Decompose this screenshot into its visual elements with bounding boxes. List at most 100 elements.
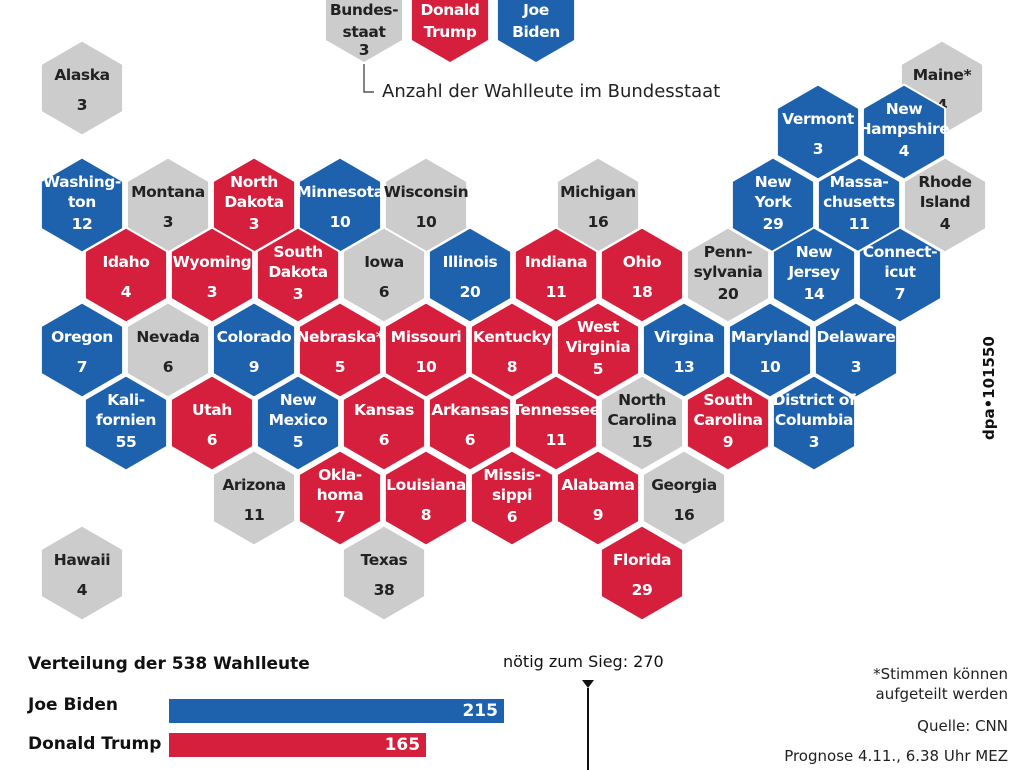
state-name: Missis-	[483, 466, 540, 484]
state-hex	[599, 374, 685, 472]
state-ohio: Ohio 18	[599, 226, 685, 324]
state-votes: 16	[674, 506, 695, 524]
state-name: Texas	[361, 551, 408, 569]
state-name: Nebraska*	[296, 328, 383, 346]
state-votes: 4	[940, 215, 951, 233]
state-name: Kali-	[107, 391, 145, 409]
state-hawaii: Hawaii 4	[39, 524, 125, 622]
state-hex	[39, 524, 125, 622]
state-name: York	[754, 193, 793, 211]
legend-hex	[411, 0, 489, 62]
state-name: Jersey	[787, 263, 840, 281]
state-votes: 29	[763, 215, 784, 233]
state-district-of-columbia: District of Columbia 3	[771, 374, 857, 472]
state-votes: 11	[244, 506, 265, 524]
state-name: Iowa	[364, 253, 404, 271]
state-name: North	[230, 173, 278, 191]
needed-to-win-line	[587, 688, 589, 770]
state-north-dakota: North Dakota 3	[211, 156, 297, 254]
state-hex	[255, 374, 341, 472]
state-name: ton	[68, 193, 96, 211]
state-name: Kansas	[354, 401, 414, 419]
state-hex	[555, 449, 641, 547]
state-votes: 10	[416, 358, 437, 376]
needed-to-win-label: nötig zum Sieg: 270	[503, 652, 664, 671]
state-hex	[83, 226, 169, 324]
state-hex	[341, 226, 427, 324]
state-votes: 16	[588, 213, 609, 231]
forecast-note: Prognose 4.11., 6.38 Uhr MEZ	[784, 747, 1008, 765]
state-votes: 55	[116, 433, 137, 451]
state-votes: 8	[507, 358, 517, 376]
state-idaho: Idaho 4	[83, 226, 169, 324]
state-votes: 9	[249, 358, 259, 376]
state-votes: 3	[809, 433, 819, 451]
state-hex	[469, 301, 555, 399]
state-name: District of	[773, 391, 856, 409]
state-votes: 10	[416, 213, 437, 231]
legend-label: staat	[343, 23, 387, 41]
state-name: Rhode	[918, 173, 971, 191]
state-north-carolina: North Carolina 15	[599, 374, 685, 472]
state-votes: 6	[379, 283, 389, 301]
state-hex	[513, 226, 599, 324]
state-hex	[169, 226, 255, 324]
legend-trump: Donald Trump	[411, 0, 489, 62]
state-hexes: Alaska 3 Maine* 4 Vermont 3 New Hampshire 4 Washi…	[39, 39, 988, 622]
state-name: chusetts	[823, 193, 895, 211]
state-massa-chusetts: Massa-chusetts 11	[816, 156, 902, 254]
state-name: Carolina	[607, 411, 676, 429]
state-hex	[341, 524, 427, 622]
footnote-split: *Stimmen können aufgeteilt werden	[873, 664, 1008, 704]
state-name: Georgia	[651, 476, 717, 494]
state-missis-sippi: Missis-sippi 6	[469, 449, 555, 547]
state-votes: 20	[718, 285, 739, 303]
footnote-split-line-2: aufgeteilt werden	[875, 685, 1008, 703]
state-name: Kentucky	[473, 328, 551, 346]
state-votes: 7	[77, 358, 87, 376]
state-name: Wisconsin	[384, 183, 468, 201]
state-votes: 3	[293, 285, 303, 303]
state-name: Delaware	[817, 328, 896, 346]
legend-biden: Joe Biden	[497, 0, 575, 62]
state-name: Maine*	[913, 66, 972, 84]
state-new-hampshire: New Hampshire 4	[859, 83, 950, 181]
state-votes: 12	[72, 215, 93, 233]
state-name: Hawaii	[54, 551, 111, 569]
state-hex	[775, 83, 861, 181]
state-hex	[297, 449, 383, 547]
state-votes: 29	[632, 581, 653, 599]
state-kentucky: Kentucky 8	[469, 301, 555, 399]
state-delaware: Delaware 3	[813, 301, 899, 399]
state-alaska: Alaska 3	[39, 39, 125, 137]
trump-votes: 165	[384, 735, 421, 755]
state-name: North	[618, 391, 666, 409]
state-votes: 18	[632, 283, 653, 301]
state-south-carolina: South Carolina 9	[685, 374, 771, 472]
state-hex	[555, 301, 641, 399]
state-name: Hampshire	[859, 120, 950, 138]
state-votes: 3	[813, 140, 823, 158]
state-votes: 11	[849, 215, 870, 233]
state-votes: 5	[293, 433, 303, 451]
state-name: Arizona	[222, 476, 285, 494]
state-name: New	[796, 243, 833, 261]
state-name: Virginia	[566, 338, 631, 356]
state-hex	[861, 83, 947, 181]
state-name: New	[280, 391, 317, 409]
state-new-jersey: New Jersey 14	[771, 226, 857, 324]
state-name: Nevada	[136, 328, 199, 346]
state-name: New	[886, 100, 923, 118]
state-name: Connect-	[863, 243, 937, 261]
state-votes: 10	[760, 358, 781, 376]
state-votes: 7	[895, 285, 905, 303]
state-washing-ton: Washing-ton 12	[39, 156, 125, 254]
state-name: New	[755, 173, 792, 191]
biden-name: Joe Biden	[28, 695, 119, 715]
state-rhode-island: Rhode Island 4	[902, 156, 988, 254]
state-name: Wyoming	[173, 253, 252, 271]
state-hex	[771, 374, 857, 472]
state-hex	[255, 226, 341, 324]
state-iowa: Iowa 6	[341, 226, 427, 324]
state-hex	[211, 301, 297, 399]
